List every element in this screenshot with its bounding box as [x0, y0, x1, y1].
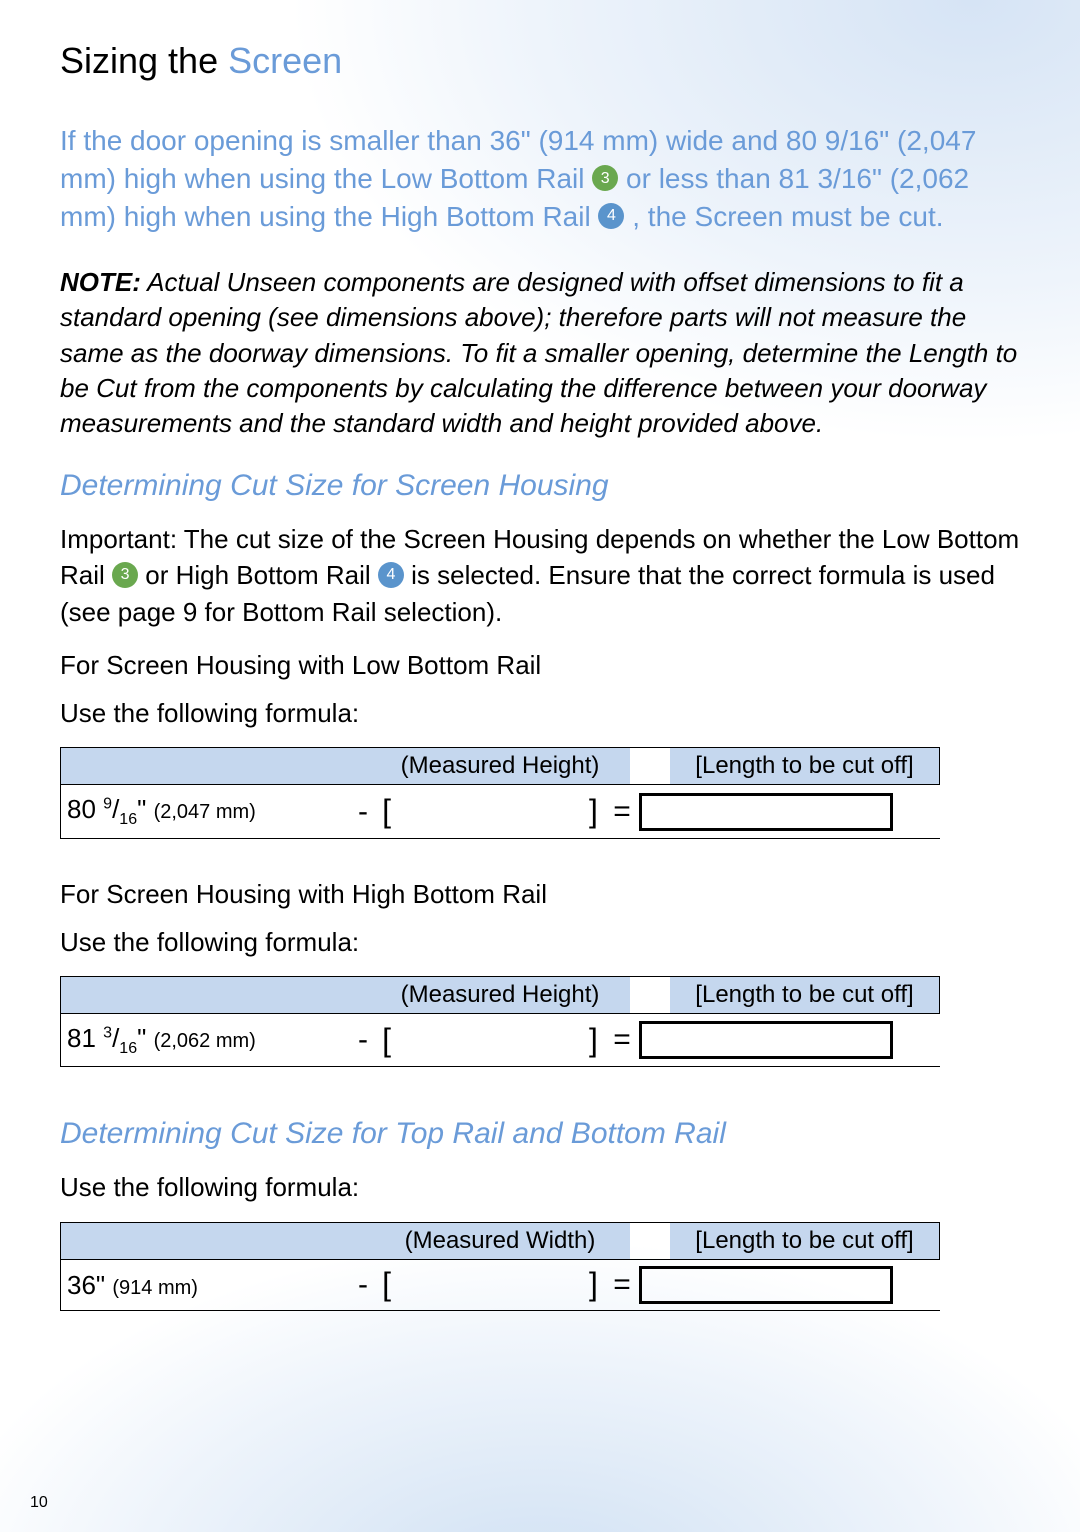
- equals-symbol: =: [605, 795, 639, 829]
- title-accent: Screen: [228, 40, 342, 81]
- table-header-gap: [630, 748, 670, 785]
- high-den: 16: [119, 1040, 137, 1057]
- high-rail-formula-table: (Measured Height) [Length to be cut off]…: [60, 976, 1020, 1067]
- equals-symbol: =: [605, 1023, 639, 1057]
- low-num: 9: [103, 796, 112, 813]
- important-paragraph: Important: The cut size of the Screen Ho…: [60, 521, 1020, 630]
- low-rail-use: Use the following formula:: [60, 695, 1020, 731]
- low-mm: (2,047 mm): [154, 801, 256, 823]
- low-rail-formula-table: (Measured Height) [Length to be cut off]…: [60, 747, 1020, 838]
- width-result-input[interactable]: [639, 1266, 893, 1304]
- low-den: 16: [119, 812, 137, 829]
- note-label: NOTE:: [60, 267, 141, 297]
- width-constant: 36" (914 mm): [61, 1261, 351, 1309]
- minus-symbol: -: [351, 795, 375, 829]
- table-header-result: [Length to be cut off]: [670, 748, 940, 785]
- page-number: 10: [30, 1494, 48, 1512]
- high-unit: ": [137, 1023, 146, 1053]
- high-num: 3: [103, 1024, 112, 1041]
- note-text: Actual Unseen components are designed wi…: [60, 267, 1017, 437]
- note-paragraph: NOTE: Actual Unseen components are desig…: [60, 265, 1020, 440]
- section1-heading: Determining Cut Size for Screen Housing: [60, 469, 1020, 503]
- section2-use: Use the following formula:: [60, 1169, 1020, 1205]
- title-prefix: Sizing the: [60, 40, 228, 81]
- low-unit: ": [137, 794, 146, 824]
- low-constant: 80 9/16" (2,047 mm): [61, 785, 351, 837]
- width-mm: (914 mm): [112, 1277, 198, 1299]
- table-header-empty: [60, 977, 370, 1014]
- minus-symbol: -: [351, 1268, 375, 1302]
- important-text-2: or High Bottom Rail: [145, 560, 378, 590]
- intro-text-3: , the Screen must be cut.: [632, 201, 943, 232]
- width-formula-table: (Measured Width) [Length to be cut off] …: [60, 1222, 1020, 1311]
- badge-4-icon: 4: [378, 562, 404, 588]
- table-header-gap: [630, 977, 670, 1014]
- badge-3-icon: 3: [592, 165, 618, 191]
- table-header-gap: [630, 1223, 670, 1260]
- close-bracket: ]: [589, 1266, 605, 1303]
- high-result-input[interactable]: [639, 1021, 893, 1059]
- width-unit: ": [96, 1270, 105, 1300]
- high-rail-use: Use the following formula:: [60, 924, 1020, 960]
- close-bracket: ]: [589, 1022, 605, 1059]
- high-measured-input[interactable]: [391, 1022, 589, 1058]
- width-measured-input[interactable]: [391, 1267, 589, 1303]
- width-whole: 36: [67, 1270, 96, 1300]
- table-header-result: [Length to be cut off]: [670, 1223, 940, 1260]
- table-header-empty: [60, 748, 370, 785]
- page-title: Sizing the Screen: [60, 40, 1020, 82]
- table-header-measured: (Measured Height): [370, 748, 630, 785]
- low-rail-title: For Screen Housing with Low Bottom Rail: [60, 650, 1020, 681]
- high-rail-title: For Screen Housing with High Bottom Rail: [60, 879, 1020, 910]
- table-header-empty: [60, 1223, 370, 1260]
- high-whole: 81: [67, 1023, 96, 1053]
- badge-4-icon: 4: [598, 203, 624, 229]
- close-bracket: ]: [589, 793, 605, 830]
- minus-symbol: -: [351, 1023, 375, 1057]
- high-mm: (2,062 mm): [154, 1030, 256, 1052]
- high-constant: 81 3/16" (2,062 mm): [61, 1014, 351, 1066]
- section2-heading: Determining Cut Size for Top Rail and Bo…: [60, 1117, 1020, 1151]
- equals-symbol: =: [605, 1268, 639, 1302]
- table-header-measured: (Measured Width): [370, 1223, 630, 1260]
- badge-3-icon: 3: [112, 562, 138, 588]
- intro-paragraph: If the door opening is smaller than 36" …: [60, 122, 1020, 235]
- open-bracket: [: [375, 1266, 391, 1303]
- table-header-measured: (Measured Height): [370, 977, 630, 1014]
- open-bracket: [: [375, 793, 391, 830]
- low-measured-input[interactable]: [391, 794, 589, 830]
- table-header-result: [Length to be cut off]: [670, 977, 940, 1014]
- low-result-input[interactable]: [639, 793, 893, 831]
- low-whole: 80: [67, 794, 96, 824]
- open-bracket: [: [375, 1022, 391, 1059]
